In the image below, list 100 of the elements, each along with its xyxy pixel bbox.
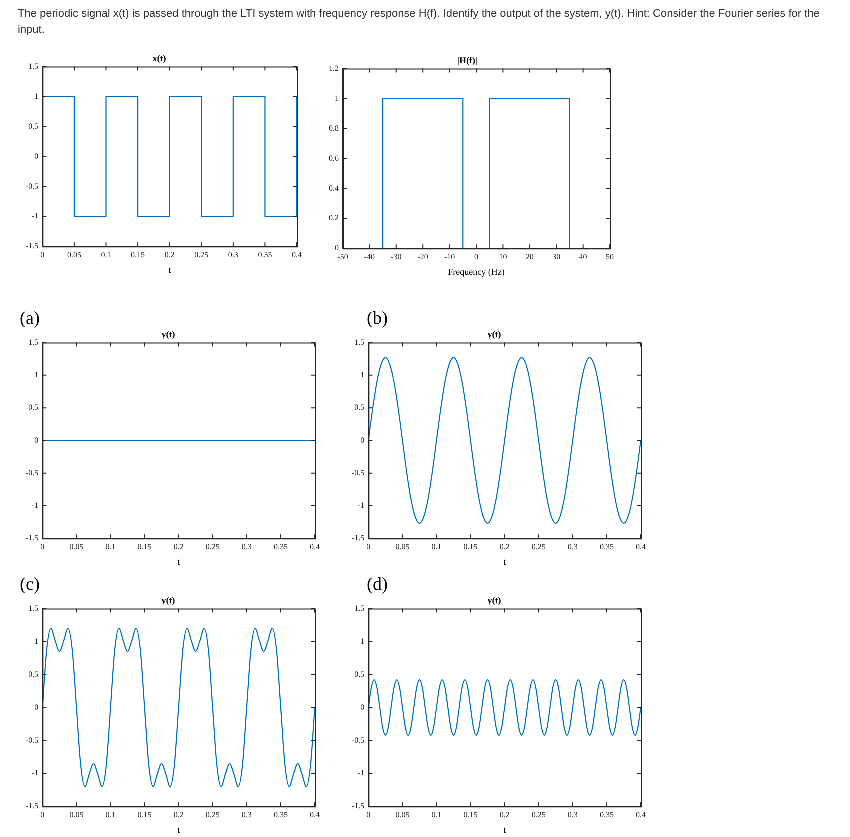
x-tick-label: 0.4 bbox=[310, 810, 320, 820]
x-tick-label: 0.3 bbox=[242, 810, 252, 820]
x-tick-label: 0.1 bbox=[106, 542, 116, 552]
y-tick-label: 0 bbox=[360, 702, 365, 712]
chart-title: |H(f)| bbox=[458, 56, 478, 66]
y-tick-label: 1 bbox=[34, 636, 39, 646]
x-tick-label: 0.05 bbox=[396, 542, 410, 552]
x-tick-label: -30 bbox=[391, 252, 402, 262]
x-tick-label: -20 bbox=[418, 252, 428, 262]
chart-title: y(t) bbox=[488, 330, 502, 340]
x-tick-label: 0.35 bbox=[274, 810, 288, 820]
y-tick-label: -1 bbox=[32, 501, 39, 510]
y-tick-label: 0 bbox=[34, 152, 39, 161]
y-tick-label: 0.6 bbox=[329, 154, 339, 163]
y-tick-label: 1.5 bbox=[28, 62, 39, 71]
y-tick-label: -1.5 bbox=[26, 242, 39, 251]
y-tick-label: 1 bbox=[335, 94, 339, 103]
x-tick-label: 0 bbox=[40, 810, 45, 820]
x-tick-label: -40 bbox=[364, 252, 376, 262]
x-tick-label: 0.25 bbox=[206, 542, 220, 552]
text: (b) bbox=[367, 308, 389, 329]
x-tick-label: 0.2 bbox=[500, 810, 510, 820]
x-axis-title: t bbox=[178, 556, 181, 567]
x-tick-label: 0.4 bbox=[310, 542, 320, 552]
y-tick-label: -1 bbox=[32, 212, 39, 221]
y-tick-label: 0.8 bbox=[329, 124, 339, 133]
y-tick-label: 0 bbox=[34, 436, 39, 445]
x-tick-label: 20 bbox=[526, 252, 534, 262]
y-tick-label: 1.5 bbox=[354, 338, 365, 347]
y-tick-label: -0.5 bbox=[26, 736, 39, 745]
y-tick-label: -1.5 bbox=[26, 534, 39, 543]
x-tick-label: 0.05 bbox=[67, 250, 82, 260]
x-tick-label: 0.2 bbox=[174, 542, 184, 552]
y-tick-label: 1.5 bbox=[28, 338, 39, 347]
line-series bbox=[42, 628, 315, 788]
x-tick-label: 0.4 bbox=[636, 542, 646, 552]
y-tick-label: -1.5 bbox=[352, 802, 365, 811]
x-tick-label: 0.1 bbox=[106, 810, 116, 820]
x-tick-label: 0.3 bbox=[568, 542, 578, 552]
y-tick-label: 0.2 bbox=[329, 214, 339, 223]
y-tick-label: 0 bbox=[335, 244, 339, 253]
x-tick-label: 0 bbox=[474, 252, 478, 262]
x-tick-label: 0.05 bbox=[396, 810, 410, 820]
y-tick-label: 0.5 bbox=[28, 670, 39, 679]
x-tick-label: 0.2 bbox=[164, 250, 175, 260]
x-tick-label: 0.35 bbox=[274, 542, 288, 552]
x-tick-label: 0.25 bbox=[206, 810, 220, 820]
x-tick-label: 0 bbox=[40, 542, 45, 552]
y-tick-label: 0 bbox=[34, 702, 39, 712]
y-tick-label: 1 bbox=[34, 370, 39, 380]
y-tick-label: -0.5 bbox=[26, 182, 39, 191]
x-tick-label: 0.2 bbox=[500, 542, 510, 552]
text: (c) bbox=[20, 574, 41, 595]
y-tick-label: 0.5 bbox=[354, 403, 365, 412]
x-tick-label: 40 bbox=[579, 252, 588, 262]
y-tick-label: 1.5 bbox=[28, 604, 39, 613]
y-tick-label: -0.5 bbox=[352, 736, 365, 745]
y-tick-label: 0.5 bbox=[354, 670, 365, 679]
x-axis-title: Frequency (Hz) bbox=[448, 266, 505, 277]
x-tick-label: 0.1 bbox=[101, 250, 112, 260]
x-tick-label: 0.4 bbox=[636, 810, 646, 820]
line-series bbox=[368, 357, 641, 524]
x-tick-label: 0.15 bbox=[138, 810, 152, 820]
y-tick-label: 1 bbox=[34, 92, 39, 101]
x-tick-label: 0.15 bbox=[131, 250, 146, 260]
y-tick-label: 1.2 bbox=[329, 64, 339, 73]
y-tick-label: -1 bbox=[32, 768, 39, 778]
x-axis-title: t bbox=[178, 824, 181, 835]
y-tick-label: 0 bbox=[360, 436, 365, 445]
y-tick-label: -0.5 bbox=[352, 468, 365, 478]
chart-title: x(t) bbox=[152, 54, 166, 64]
line-series bbox=[368, 679, 641, 736]
x-tick-label: 0.25 bbox=[532, 810, 546, 820]
x-tick-label: 0.3 bbox=[568, 810, 578, 820]
x-tick-label: 0.2 bbox=[174, 810, 184, 820]
x-tick-label: 0.1 bbox=[432, 542, 442, 552]
x-tick-label: 0.15 bbox=[138, 542, 152, 552]
y-tick-label: -1 bbox=[358, 768, 365, 778]
x-tick-label: 0.05 bbox=[70, 542, 84, 552]
text: (d) bbox=[367, 574, 389, 595]
x-tick-label: 0 bbox=[366, 542, 371, 552]
x-axis-title: t bbox=[504, 556, 507, 567]
x-tick-label: 0.35 bbox=[258, 250, 272, 260]
x-tick-label: 0.3 bbox=[242, 542, 252, 552]
y-tick-label: -1.5 bbox=[26, 802, 39, 811]
x-axis-title: t bbox=[168, 264, 172, 275]
text: (a) bbox=[20, 308, 41, 329]
x-tick-label: 10 bbox=[499, 252, 508, 262]
x-tick-label: 0.15 bbox=[464, 542, 478, 552]
y-tick-label: 1 bbox=[360, 370, 365, 380]
y-tick-label: -1 bbox=[358, 501, 365, 510]
x-tick-label: 0.15 bbox=[464, 810, 478, 820]
y-tick-label: 0.4 bbox=[329, 184, 339, 193]
x-tick-label: -10 bbox=[444, 252, 456, 262]
x-axis-title: t bbox=[504, 824, 507, 835]
y-tick-label: -1.5 bbox=[352, 534, 365, 543]
x-tick-label: 30 bbox=[552, 252, 561, 262]
x-tick-label: 0.1 bbox=[432, 810, 442, 820]
x-tick-label: 0.35 bbox=[600, 810, 614, 820]
x-tick-label: 0.4 bbox=[292, 250, 302, 260]
